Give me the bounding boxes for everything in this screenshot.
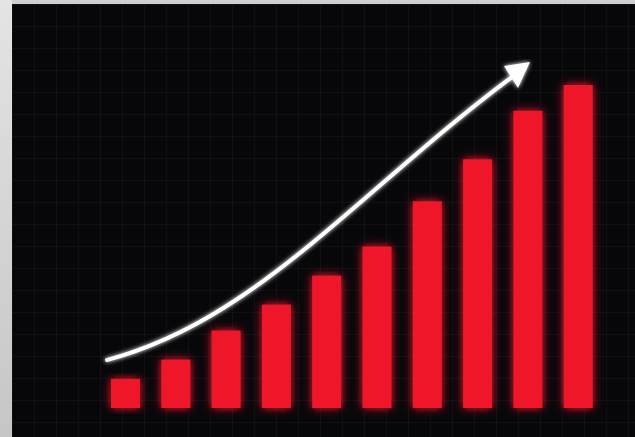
bars-group [111, 85, 593, 409]
bar-5 [312, 275, 342, 408]
bar-3 [211, 330, 241, 408]
bar-9 [513, 110, 543, 409]
bar-6 [362, 246, 392, 408]
bar-8 [463, 159, 493, 408]
left-border-strip [0, 0, 12, 437]
bar-4 [261, 304, 291, 408]
bar-7 [412, 201, 442, 408]
bar-2 [161, 359, 191, 408]
trend-arrow-head-icon [504, 62, 530, 88]
bar-chart [52, 62, 606, 437]
trend-arrow-line [105, 75, 514, 362]
chart-panel [12, 4, 635, 437]
bar-10 [563, 85, 593, 408]
bar-1 [111, 378, 140, 408]
